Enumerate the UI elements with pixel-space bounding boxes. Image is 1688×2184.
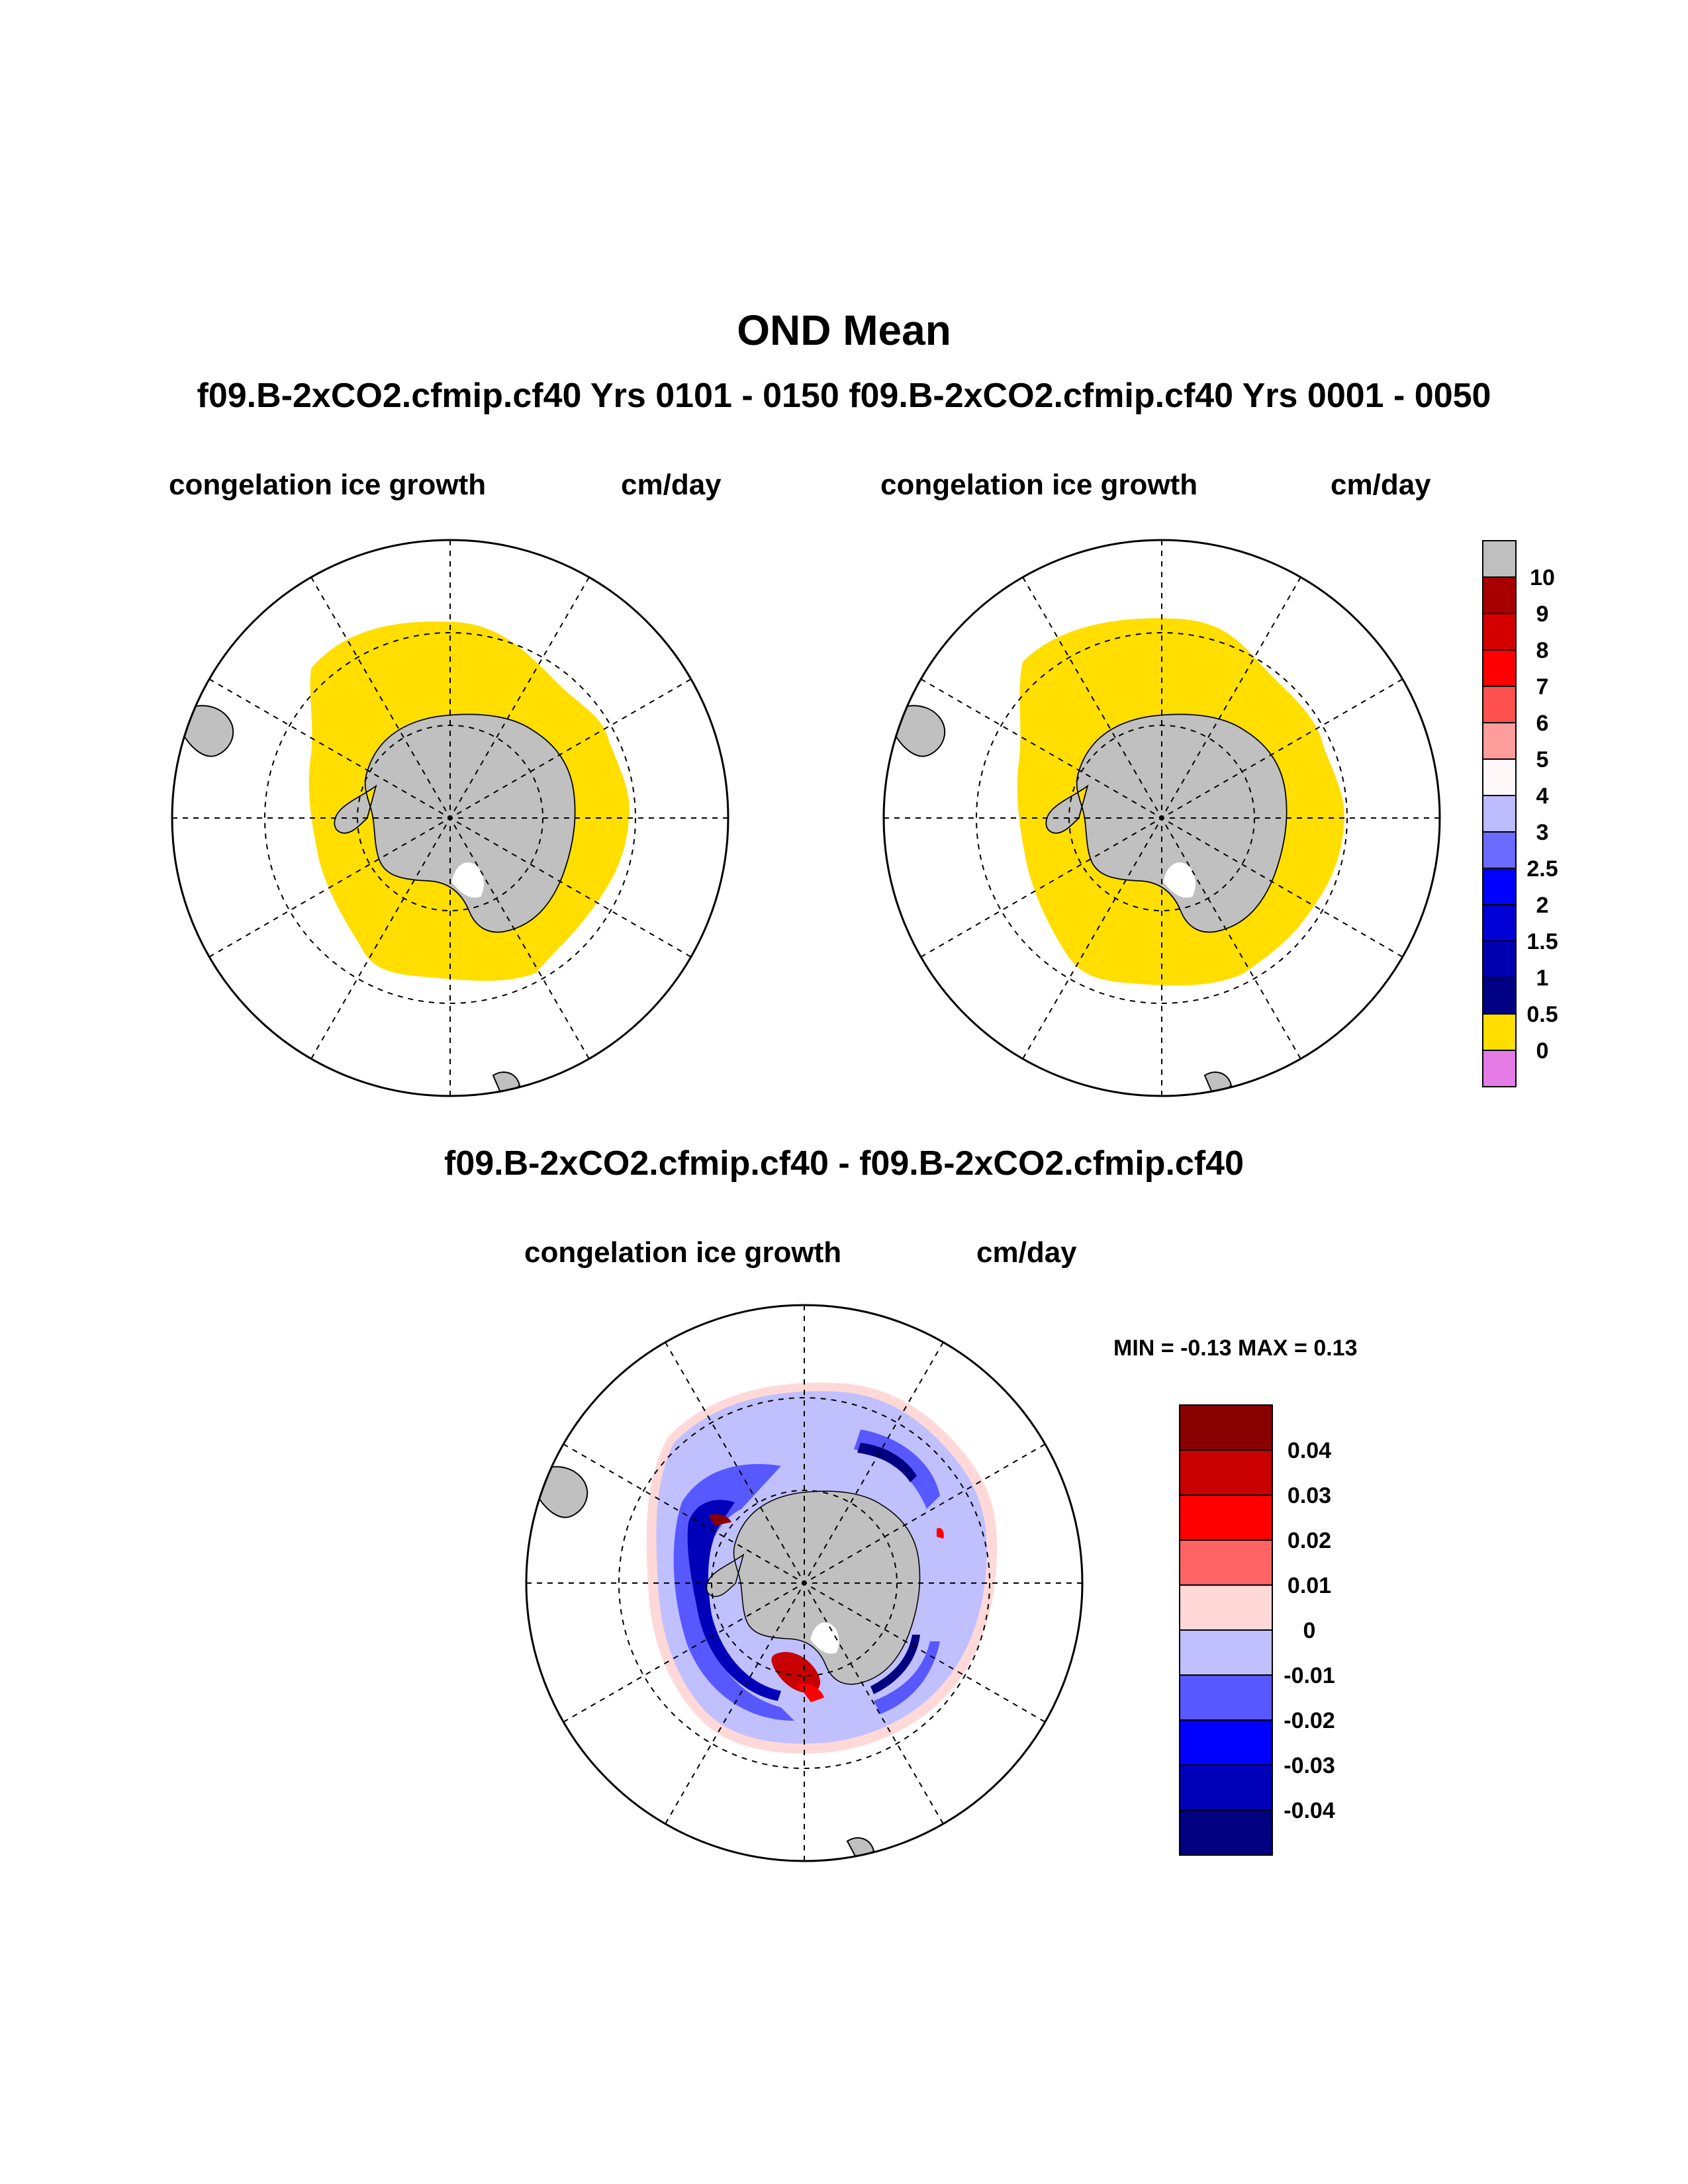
absolute-colorbar: 10 9 8 7 6 5 4 3 2.5 2 1.5 1 0.5 0 — [1482, 540, 1558, 1087]
right-polar-map — [882, 539, 1441, 1097]
difference-polar-map — [525, 1304, 1084, 1862]
abs-colorbar-label: 6 — [1536, 711, 1549, 736]
diff-colorbar-label: -0.03 — [1284, 1753, 1335, 1778]
difference-panel-variable: congelation ice growth — [524, 1236, 842, 1269]
abs-colorbar-label: 4 — [1536, 784, 1549, 809]
diff-colorbar-label: -0.02 — [1284, 1708, 1335, 1733]
difference-panel-units: cm/day — [976, 1236, 1077, 1269]
left-polar-map — [171, 539, 729, 1097]
diff-colorbar-label: 0 — [1303, 1618, 1316, 1643]
abs-colorbar-label: 1.5 — [1526, 929, 1558, 954]
abs-colorbar-swatch — [1482, 795, 1517, 833]
abs-colorbar-swatch — [1482, 904, 1517, 942]
difference-colorbar: 0.04 0.03 0.02 0.01 0 -0.01 -0.02 -0.03 -0.04 — [1179, 1404, 1335, 1856]
diff-colorbar-swatch — [1179, 1584, 1273, 1631]
abs-colorbar-swatch — [1482, 868, 1517, 905]
diff-colorbar-swatch — [1179, 1494, 1273, 1541]
diff-colorbar-swatch — [1179, 1809, 1273, 1856]
abs-colorbar-label: 3 — [1536, 820, 1549, 845]
diff-colorbar-label: 0.04 — [1288, 1438, 1331, 1463]
difference-minmax: MIN = -0.13 MAX = 0.13 — [1113, 1336, 1358, 1361]
abs-colorbar-swatch — [1482, 613, 1517, 651]
diff-colorbar-label: -0.04 — [1284, 1798, 1335, 1823]
abs-colorbar-label: 0 — [1536, 1038, 1549, 1064]
abs-colorbar-swatch — [1482, 1050, 1517, 1087]
abs-colorbar-label: 10 — [1530, 565, 1555, 590]
abs-colorbar-swatch — [1482, 576, 1517, 614]
main-title: OND Mean — [737, 306, 951, 354]
abs-colorbar-swatch — [1482, 722, 1517, 760]
diff-colorbar-swatch — [1179, 1764, 1273, 1811]
diff-colorbar-swatch — [1179, 1449, 1273, 1496]
diff-colorbar-swatch — [1179, 1404, 1273, 1451]
abs-colorbar-label: 2 — [1536, 893, 1549, 918]
difference-positive-region — [771, 1652, 821, 1694]
right-panel-units: cm/day — [1331, 469, 1431, 501]
abs-colorbar-swatch — [1482, 686, 1517, 723]
abs-colorbar-swatch — [1482, 649, 1517, 687]
difference-title: f09.B-2xCO2.cfmip.cf40 - f09.B-2xCO2.cfm… — [444, 1144, 1244, 1183]
left-panel-units: cm/day — [621, 469, 722, 501]
right-panel-variable: congelation ice growth — [880, 469, 1198, 501]
diff-colorbar-label: 0.02 — [1288, 1528, 1331, 1553]
abs-colorbar-label: 5 — [1536, 747, 1549, 772]
abs-colorbar-label: 9 — [1536, 602, 1549, 627]
abs-colorbar-swatch — [1482, 1013, 1517, 1051]
abs-colorbar-swatch — [1482, 940, 1517, 978]
diff-colorbar-label: 0.03 — [1288, 1483, 1331, 1508]
abs-colorbar-swatch — [1482, 540, 1517, 578]
abs-colorbar-label: 8 — [1536, 638, 1549, 663]
abs-colorbar-swatch — [1482, 977, 1517, 1015]
diff-colorbar-swatch — [1179, 1539, 1273, 1586]
diff-colorbar-label: -0.01 — [1284, 1663, 1335, 1688]
diff-colorbar-swatch — [1179, 1719, 1273, 1766]
left-panel-variable: congelation ice growth — [169, 469, 487, 501]
abs-colorbar-label: 2.5 — [1526, 856, 1558, 882]
abs-colorbar-swatch — [1482, 758, 1517, 796]
abs-colorbar-label: 1 — [1536, 966, 1549, 991]
abs-colorbar-label: 0.5 — [1526, 1002, 1558, 1027]
diff-colorbar-label: 0.01 — [1288, 1573, 1331, 1598]
abs-colorbar-swatch — [1482, 831, 1517, 869]
abs-colorbar-label: 7 — [1536, 674, 1549, 700]
case-subtitle: f09.B-2xCO2.cfmip.cf40 Yrs 0101 - 0150 f… — [197, 377, 1491, 415]
diff-colorbar-swatch — [1179, 1674, 1273, 1721]
diff-colorbar-swatch — [1179, 1629, 1273, 1676]
